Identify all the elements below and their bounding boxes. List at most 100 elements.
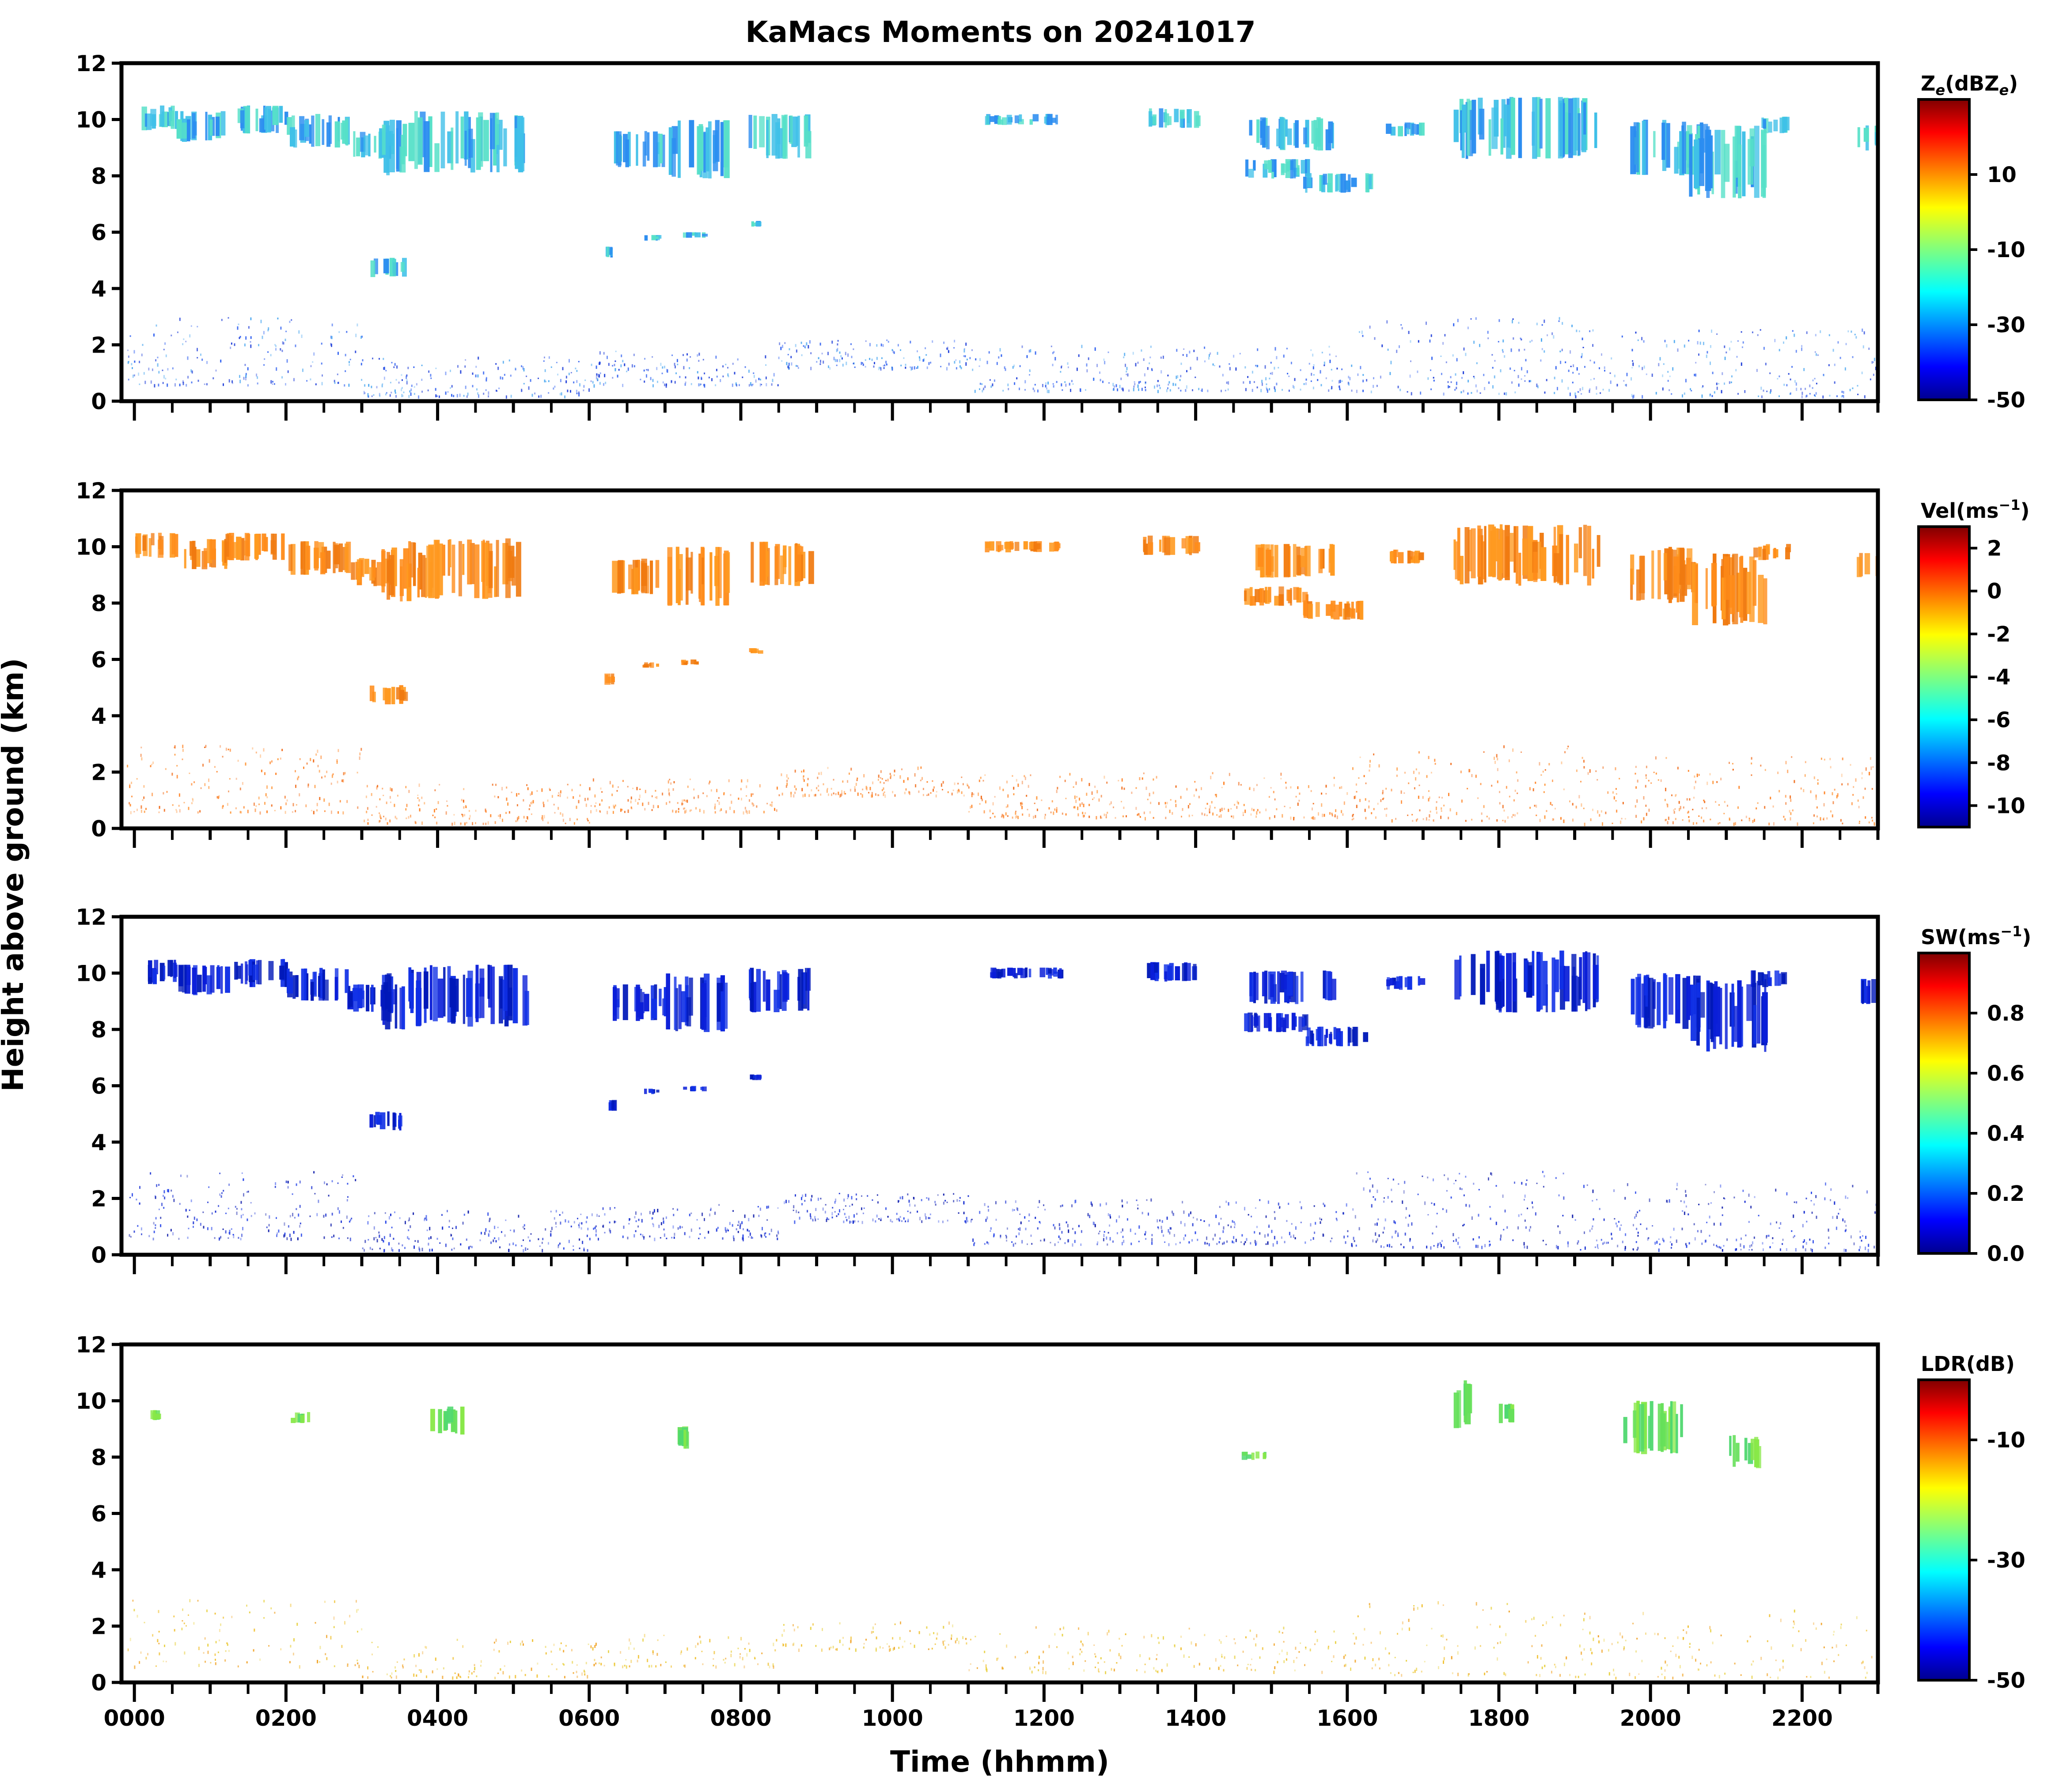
clutter-speckle-sw <box>527 1236 529 1238</box>
echo-streak-sw <box>301 968 307 1001</box>
echo-streak-ze <box>1749 128 1755 167</box>
clutter-speckle-ze <box>761 383 762 385</box>
clutter-speckle-vel <box>1643 817 1645 820</box>
clutter-speckle-ze <box>223 383 224 386</box>
echo-streak-vel <box>1333 604 1340 620</box>
clutter-speckle-vel <box>1088 816 1090 818</box>
clutter-speckle-ze <box>206 361 208 364</box>
clutter-speckle-vel <box>1567 745 1569 748</box>
clutter-speckle-vel <box>1635 766 1637 768</box>
clutter-speckle-vel <box>880 770 882 773</box>
clutter-speckle-ze <box>969 357 971 359</box>
clutter-speckle-sw <box>959 1197 961 1199</box>
clutter-speckle-ze <box>704 372 705 375</box>
clutter-speckle-ze <box>398 381 400 384</box>
clutter-speckle-ze <box>1737 393 1739 395</box>
clutter-speckle-sw <box>1027 1243 1028 1245</box>
clutter-speckle-vel <box>635 799 637 802</box>
clutter-speckle-vel <box>865 786 867 790</box>
colorbar-tick-label-vel: -6 <box>1987 708 2010 733</box>
clutter-speckle-vel <box>1075 800 1077 803</box>
clutter-speckle-ze <box>495 363 497 365</box>
clutter-speckle-ze <box>1200 390 1202 391</box>
clutter-speckle-vel <box>1564 751 1566 753</box>
clutter-speckle-ze <box>1400 324 1402 326</box>
clutter-speckle-sw <box>455 1226 457 1229</box>
clutter-speckle-vel <box>1703 820 1705 823</box>
clutter-speckle-vel <box>723 792 725 794</box>
clutter-speckle-sw <box>187 1215 189 1218</box>
clutter-speckle-ze <box>1019 387 1020 391</box>
clutter-speckle-ze <box>1257 365 1259 367</box>
clutter-speckle-vel <box>523 816 525 819</box>
clutter-speckle-vel <box>1311 817 1312 819</box>
clutter-speckle-vel <box>854 789 856 792</box>
clutter-speckle-ze <box>1410 360 1411 362</box>
clutter-speckle-sw <box>580 1227 582 1230</box>
clutter-speckle-vel <box>1869 772 1870 775</box>
echo-streak-sw <box>782 972 788 1002</box>
clutter-speckle-sw <box>276 1234 277 1237</box>
clutter-speckle-vel <box>532 800 534 804</box>
clutter-speckle-ze <box>239 375 240 378</box>
clutter-speckle-vel <box>592 778 594 782</box>
clutter-speckle-vel <box>1386 808 1388 810</box>
echo-streak-vel <box>1394 550 1397 564</box>
clutter-speckle-sw <box>150 1172 152 1175</box>
clutter-speckle-ze <box>183 338 185 340</box>
clutter-speckle-ze <box>132 374 134 378</box>
clutter-speckle-vel <box>1382 790 1384 793</box>
clutter-speckle-ze <box>1631 349 1633 352</box>
clutter-speckle-ze <box>590 380 592 382</box>
clutter-speckle-ze <box>833 357 835 361</box>
clutter-speckle-ze <box>1572 372 1574 374</box>
echo-streak-sw <box>1641 983 1644 1018</box>
echo-streak-vel <box>1457 528 1460 581</box>
clutter-speckle-sw <box>737 1231 739 1233</box>
echo-streak-vel <box>1640 555 1645 600</box>
echo-streak-sw <box>1169 963 1174 980</box>
clutter-speckle-vel <box>786 779 788 782</box>
clutter-speckle-ze <box>1511 381 1513 384</box>
clutter-speckle-sw <box>898 1218 900 1221</box>
clutter-speckle-sw <box>826 1219 827 1222</box>
clutter-speckle-vel <box>1820 817 1821 821</box>
echo-streak-ze <box>997 116 1001 124</box>
echo-streak-sw <box>616 999 619 1019</box>
clutter-speckle-vel <box>1201 812 1203 814</box>
clutter-speckle-ze <box>321 382 323 386</box>
clutter-speckle-ze <box>258 344 259 346</box>
clutter-speckle-vel <box>1688 811 1689 813</box>
clutter-speckle-vel <box>266 796 268 798</box>
echo-streak-vel <box>381 551 386 587</box>
echo-streak-ze <box>287 117 292 135</box>
clutter-speckle-vel <box>366 785 368 788</box>
clutter-speckle-sw <box>1050 1241 1051 1244</box>
clutter-speckle-vel <box>1503 745 1505 748</box>
clutter-speckle-ze <box>1812 379 1814 382</box>
echo-streak-vel <box>207 539 212 563</box>
clutter-speckle-vel <box>1729 762 1730 764</box>
clutter-speckle-sw <box>958 1212 959 1214</box>
clutter-speckle-ze <box>579 383 580 387</box>
clutter-speckle-vel <box>1056 790 1058 793</box>
clutter-speckle-vel <box>958 789 959 791</box>
clutter-speckle-sw <box>737 1224 739 1226</box>
clutter-speckle-vel <box>315 753 317 756</box>
clutter-speckle-sw <box>1184 1234 1186 1237</box>
clutter-speckle-sw <box>563 1247 565 1250</box>
clutter-speckle-sw <box>579 1238 580 1241</box>
clutter-speckle-sw <box>910 1211 911 1214</box>
echo-streak-vel <box>281 533 285 560</box>
clutter-speckle-ze <box>765 364 767 366</box>
clutter-speckle-vel <box>1312 807 1313 811</box>
clutter-speckle-sw <box>167 1189 169 1192</box>
clutter-speckle-vel <box>1352 814 1354 816</box>
clutter-speckle-vel <box>183 802 185 804</box>
clutter-speckle-vel <box>1346 792 1348 795</box>
echo-streak-ze <box>1461 111 1465 158</box>
clutter-speckle-sw <box>241 1208 243 1211</box>
clutter-speckle-ze <box>544 380 546 383</box>
clutter-speckle-sw <box>233 1234 235 1238</box>
echo-streak-vel <box>1516 526 1519 584</box>
